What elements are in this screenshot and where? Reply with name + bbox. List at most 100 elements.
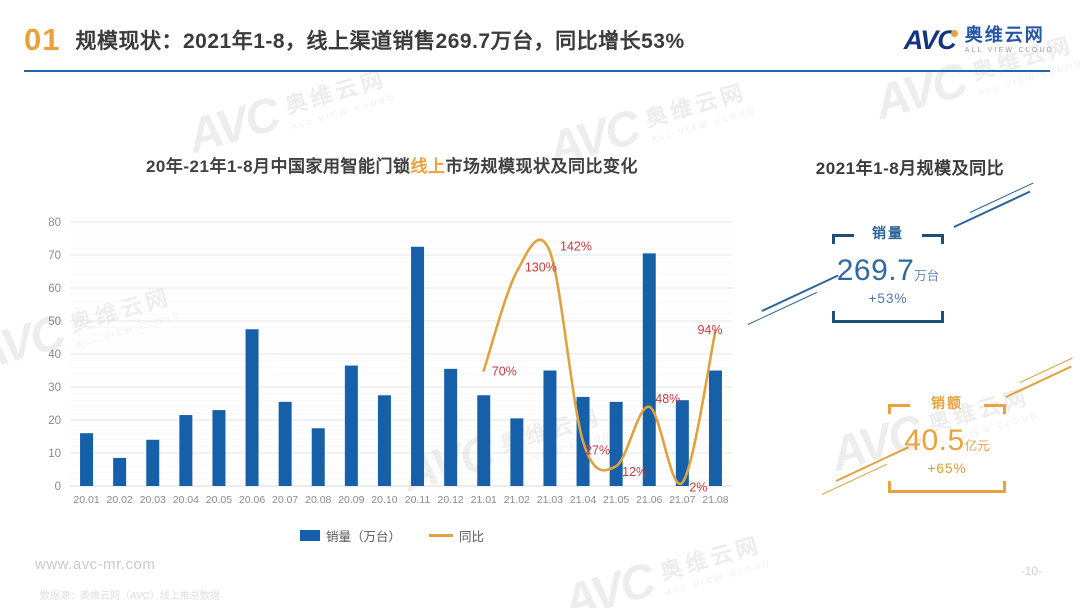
- yoy-label-27%: 27%: [585, 443, 610, 457]
- card-label-volume: 销量: [872, 225, 904, 241]
- bar-20.10: [377, 395, 391, 486]
- avc-watermark-logo: AVC: [556, 553, 660, 608]
- legend-item-sales: 销量（万台）: [299, 526, 401, 545]
- x-tick-20.07: 20.07: [272, 494, 298, 506]
- legend-item-yoy: 同比: [429, 526, 484, 545]
- legend-label-yoy: 同比: [459, 530, 485, 544]
- x-tick-20.09: 20.09: [338, 494, 364, 506]
- footer-website: www.avc-mr.com: [35, 556, 156, 573]
- x-tick-20.02: 20.02: [107, 494, 133, 506]
- bar-21.01: [477, 395, 491, 486]
- stat-card-sales-amount: 销额 40.5亿元 +65%: [888, 395, 1006, 493]
- x-tick-20.10: 20.10: [371, 494, 397, 506]
- logo-company-name: 奥维云网: [964, 25, 1045, 45]
- y-tick-20: 20: [48, 415, 61, 427]
- x-tick-20.03: 20.03: [140, 494, 166, 506]
- page-number: -10-: [1020, 564, 1042, 578]
- diagonal-decoration: [969, 182, 1034, 213]
- y-tick-40: 40: [48, 349, 61, 361]
- x-tick-21.07: 21.07: [669, 494, 695, 506]
- card-label-amount: 销额: [931, 395, 963, 411]
- x-tick-20.11: 20.11: [405, 494, 431, 506]
- bracket-top-right: [922, 234, 944, 244]
- bar-21.03: [543, 370, 557, 486]
- bracket-top-left: [832, 234, 854, 244]
- bar-21.05: [609, 401, 623, 486]
- bar-20.01: [80, 433, 94, 486]
- logo-orange-dot-icon: [950, 29, 958, 37]
- x-tick-21.04: 21.04: [570, 494, 596, 506]
- bar-20.09: [344, 365, 358, 486]
- bracket-top-left: [888, 404, 910, 414]
- bar-21.08: [708, 370, 722, 486]
- summary-panel: 2021年1-8月规模及同比 销量 269.7万台 +53% 销额 40.5亿元…: [740, 74, 1080, 554]
- bar-20.03: [146, 439, 160, 486]
- y-tick-0: 0: [55, 481, 61, 493]
- diagonal-decoration: [761, 274, 839, 312]
- y-tick-10: 10: [48, 448, 61, 460]
- chart-legend: 销量（万台） 同比: [0, 526, 742, 545]
- y-tick-70: 70: [48, 250, 61, 262]
- yoy-label-94%: 94%: [697, 323, 722, 337]
- avc-logo: AVC 奥维云网 ALL VIEW CLOUD: [904, 25, 1054, 56]
- chart-section: 20年-21年1-8月中国家用智能门锁线上市场规模现状及同比变化 0 10 20 30…: [0, 74, 742, 554]
- diagonal-decoration: [821, 463, 888, 495]
- logo-tagline: ALL VIEW CLOUD: [964, 47, 1054, 54]
- card-change-amount: +65%: [927, 461, 967, 476]
- y-tick-30: 30: [48, 382, 61, 394]
- x-tick-20.04: 20.04: [173, 494, 199, 506]
- card-change-volume: +53%: [868, 291, 908, 306]
- bracket-bottom: [888, 481, 1006, 493]
- yoy-label-48%: 48%: [655, 392, 680, 406]
- yoy-label-70%: 70%: [492, 365, 517, 379]
- bar-21.06: [642, 253, 656, 486]
- bar-20.07: [278, 401, 292, 486]
- card-value-volume: 269.7万台: [836, 254, 940, 287]
- y-tick-80: 80: [48, 217, 61, 229]
- legend-label-sales: 销量（万台）: [325, 530, 401, 544]
- bracket-top-right: [984, 404, 1006, 414]
- x-tick-21.03: 21.03: [537, 494, 563, 506]
- y-tick-50: 50: [48, 316, 61, 328]
- stat-card-sales-volume: 销量 269.7万台 +53%: [832, 225, 944, 323]
- bar-20.12: [444, 368, 458, 486]
- yoy-line: [482, 238, 717, 486]
- x-tick-20.08: 20.08: [305, 494, 331, 506]
- diagonal-decoration: [747, 291, 818, 325]
- panel-title: 2021年1-8月规模及同比: [815, 159, 1005, 178]
- bar-20.04: [179, 415, 193, 486]
- x-tick-21.02: 21.02: [504, 494, 530, 506]
- x-tick-20.12: 20.12: [438, 494, 464, 506]
- legend-bar-swatch-icon: [299, 530, 320, 541]
- x-tick-20.06: 20.06: [239, 494, 265, 506]
- yoy-label-2%: 2%: [689, 481, 707, 495]
- y-tick-60: 60: [48, 283, 61, 295]
- x-tick-21.08: 21.08: [702, 494, 728, 506]
- footer-data-source: 数据源：奥维云网（AVC）线上推总数据: [40, 591, 220, 602]
- avc-logo-abbr: AVC: [903, 24, 958, 55]
- bar-20.05: [212, 410, 226, 486]
- section-number: 01: [24, 22, 61, 57]
- chart-title: 20年-21年1-8月中国家用智能门锁线上市场规模现状及同比变化: [145, 157, 639, 176]
- diagonal-decoration: [1005, 365, 1072, 398]
- x-tick-20.01: 20.01: [73, 494, 99, 506]
- page-title: 规模现状：2021年1-8，线上渠道销售269.7万台，同比增长53%: [75, 30, 685, 53]
- yoy-label-142%: 142%: [560, 240, 592, 254]
- x-tick-21.05: 21.05: [603, 494, 629, 506]
- bracket-bottom: [832, 311, 944, 323]
- header-divider: [24, 70, 1050, 72]
- chart-title-highlight: 线上: [410, 157, 446, 176]
- bar-20.11: [411, 246, 425, 486]
- header: 01 规模现状：2021年1-8，线上渠道销售269.7万台，同比增长53% A…: [24, 12, 1054, 68]
- bar-20.06: [245, 329, 259, 486]
- bar-21.07: [675, 400, 689, 486]
- legend-line-swatch-icon: [429, 534, 453, 537]
- bar-21.02: [510, 418, 524, 486]
- yoy-label-12%: 12%: [622, 465, 647, 479]
- x-tick-21.06: 21.06: [636, 494, 662, 506]
- yoy-label-130%: 130%: [525, 261, 557, 275]
- x-tick-21.01: 21.01: [471, 494, 497, 506]
- bar-20.02: [113, 457, 127, 486]
- x-tick-20.05: 20.05: [206, 494, 232, 506]
